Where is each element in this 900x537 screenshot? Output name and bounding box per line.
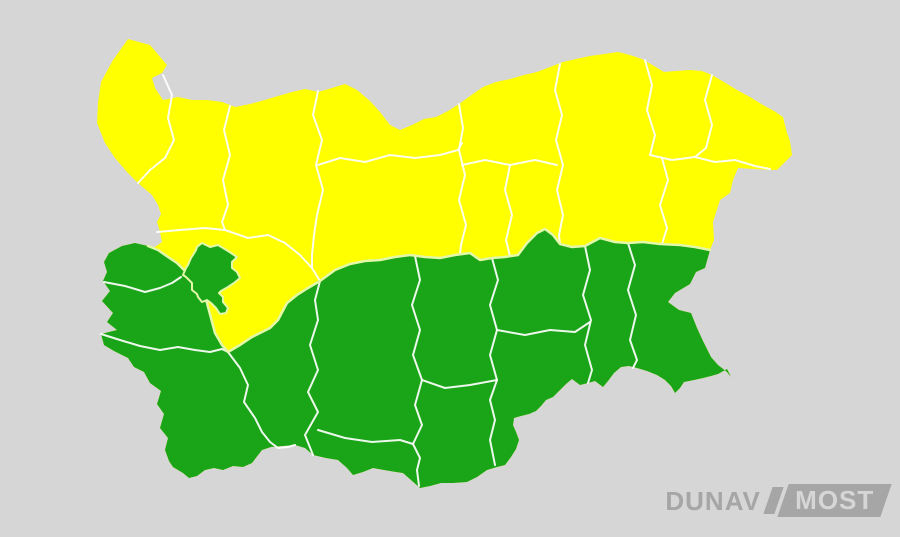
- province-border-line: [227, 351, 296, 449]
- province-border-line: [649, 147, 707, 161]
- dunavmost-logo: DUNAV MOST: [665, 484, 892, 517]
- province-border-line: [221, 105, 231, 231]
- logo-box: MOST: [777, 484, 892, 517]
- province-border-line: [504, 164, 513, 257]
- province-borders-south: [100, 242, 638, 487]
- province-border-line: [411, 255, 423, 445]
- province-border-line: [496, 321, 591, 336]
- province-border-line: [694, 156, 771, 170]
- warning-divide-border: [146, 227, 712, 354]
- province-border-line: [644, 59, 656, 156]
- province-border-line: [458, 103, 467, 255]
- province-border-line: [627, 242, 638, 369]
- province-border-line: [659, 157, 669, 245]
- province-border-line: [554, 63, 564, 245]
- province-border-line: [137, 74, 175, 184]
- province-border-line: [304, 280, 321, 456]
- province-border-line: [412, 443, 421, 487]
- province-border-line: [103, 276, 182, 293]
- province-border-line: [311, 90, 324, 269]
- region-sofia-city: [182, 242, 241, 315]
- province-border-line: [317, 429, 414, 445]
- province-border-line: [156, 227, 226, 233]
- province-border-line: [317, 142, 463, 166]
- logo-text-most: MOST: [795, 485, 875, 515]
- province-borders-north: [137, 59, 771, 282]
- province-border-line: [100, 333, 229, 353]
- province-border-line: [421, 379, 498, 389]
- logo-text-dunav: DUNAV: [665, 485, 761, 516]
- province-border-line: [582, 245, 593, 384]
- province-border-line: [704, 74, 713, 149]
